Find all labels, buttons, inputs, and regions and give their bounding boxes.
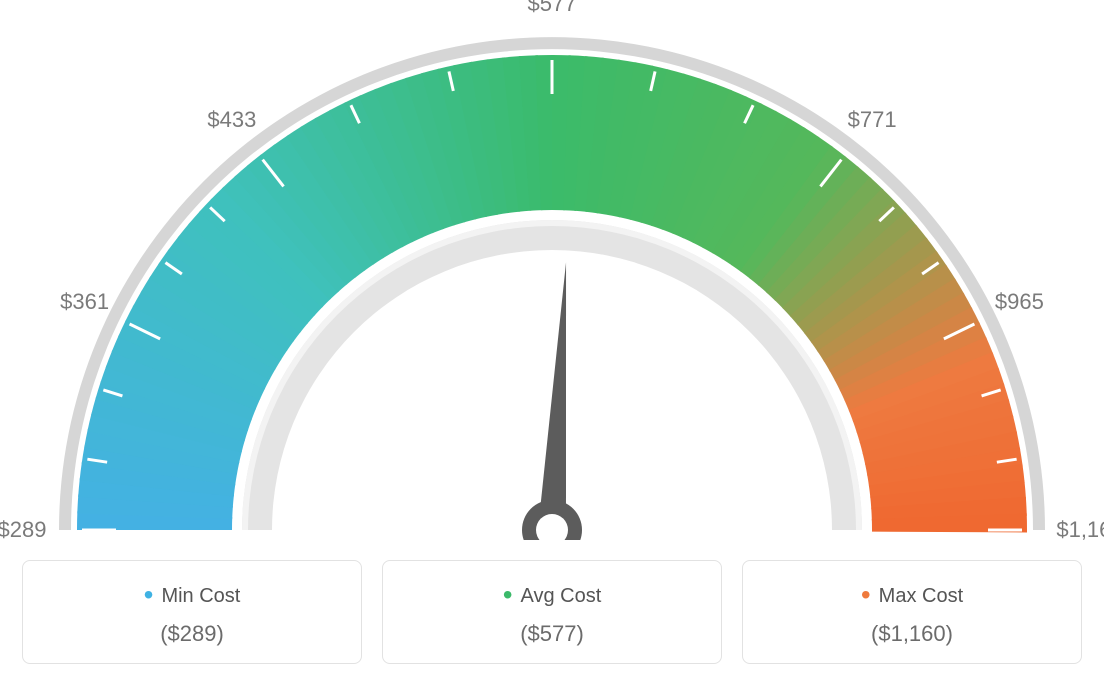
legend-avg-value: ($577)	[393, 621, 711, 647]
legend-min-value: ($289)	[33, 621, 351, 647]
gauge-tick-label: $577	[528, 0, 577, 17]
legend-avg-card: Avg Cost ($577)	[382, 560, 722, 664]
gauge-tick-label: $965	[995, 289, 1044, 315]
legend-max-title: Max Cost	[753, 579, 1071, 611]
legend-row: Min Cost ($289) Avg Cost ($577) Max Cost…	[20, 560, 1084, 664]
legend-max-value: ($1,160)	[753, 621, 1071, 647]
legend-max-card: Max Cost ($1,160)	[742, 560, 1082, 664]
gauge-tick-label: $1,160	[1056, 517, 1104, 543]
cost-gauge: $289$361$433$577$771$965$1,160	[22, 20, 1082, 540]
legend-min-card: Min Cost ($289)	[22, 560, 362, 664]
gauge-svg	[22, 20, 1082, 540]
gauge-tick-label: $433	[207, 107, 256, 133]
gauge-tick-label: $361	[60, 289, 109, 315]
gauge-tick-label: $771	[848, 107, 897, 133]
gauge-tick-label: $289	[0, 517, 46, 543]
legend-min-title: Min Cost	[33, 579, 351, 611]
legend-avg-title: Avg Cost	[393, 579, 711, 611]
